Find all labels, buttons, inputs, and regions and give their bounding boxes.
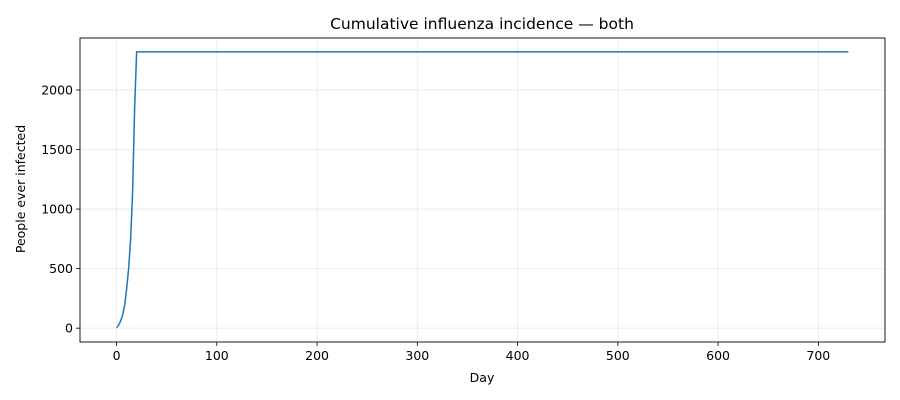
x-axis-ticks: 0 100 200 300 400 500 600 700 [113,342,830,363]
series-line [116,51,849,329]
series-layer [116,51,849,329]
y-axis-ticks: 0 500 1000 1500 2000 [41,82,80,336]
x-tick-label: 300 [405,348,429,363]
x-tick-label: 700 [806,348,830,363]
x-tick-label: 0 [113,348,121,363]
x-tick-label: 500 [606,348,630,363]
x-axis-label: Day [470,370,495,385]
y-tick-label: 2000 [41,82,73,97]
x-tick-label: 600 [706,348,730,363]
x-tick-label: 400 [506,348,530,363]
y-tick-label: 1500 [41,142,73,157]
y-tick-label: 1000 [41,202,73,217]
y-tick-label: 0 [65,321,73,336]
x-tick-label: 100 [205,348,229,363]
plot-frame [79,37,886,343]
y-axis-label: People ever infected [13,125,28,253]
x-tick-label: 200 [305,348,329,363]
y-tick-label: 500 [49,261,73,276]
grid [80,38,885,342]
chart-title: Cumulative influenza incidence — both [330,15,634,33]
